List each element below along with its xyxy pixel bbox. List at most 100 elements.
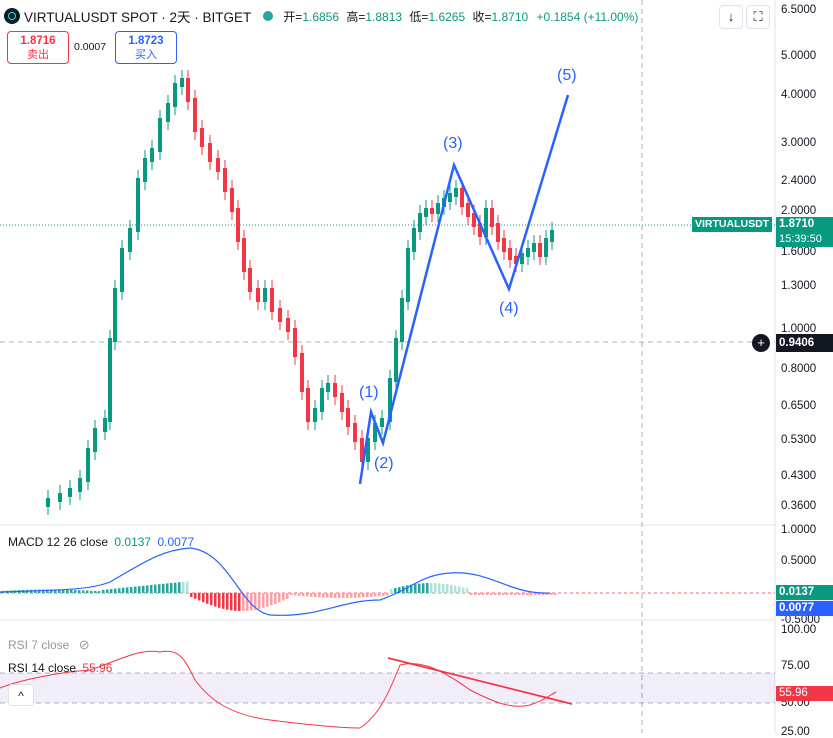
eye-hidden-icon[interactable]: ⊘ <box>78 637 90 652</box>
macd-histogram-bar <box>550 593 553 595</box>
macd-histogram-bar <box>326 593 329 598</box>
macd-histogram-bar <box>462 587 465 593</box>
rsi-tag: 55.96 <box>776 686 833 701</box>
macd-histogram-bar <box>210 593 213 606</box>
macd-histogram-bar <box>198 593 201 601</box>
macd-histogram-bar <box>494 593 497 595</box>
candle-body <box>320 388 324 412</box>
candle-body <box>373 423 377 442</box>
high-label: 高= <box>346 9 366 24</box>
add-alert-plus-icon[interactable]: + <box>752 334 770 352</box>
macd-histogram-bar <box>298 593 301 596</box>
price-axis-label: 0.5300 <box>781 434 817 446</box>
macd-histogram-bar <box>62 589 65 593</box>
macd-histogram-bar <box>242 593 245 611</box>
macd-histogram-bar <box>502 593 505 595</box>
arrow-down-icon[interactable]: ↓ <box>719 5 743 29</box>
macd-axis-label: 1.0000 <box>781 524 817 536</box>
macd-histogram-bar <box>226 593 229 610</box>
macd-line <box>0 547 551 616</box>
candle-body <box>388 378 392 422</box>
macd-histogram-bar <box>422 583 425 593</box>
macd-histogram-bar <box>410 584 413 593</box>
candle-body <box>520 253 524 264</box>
macd-histogram-bar <box>110 589 113 593</box>
price-axis[interactable]: 6.5000 5.0000 4.0000 3.0000 2.4000 2.000… <box>775 0 833 525</box>
rsi14-line <box>0 650 557 729</box>
macd-histogram-bar <box>474 593 477 595</box>
candle-body <box>86 448 90 482</box>
collapse-panes-chevron-up-icon[interactable]: ^ <box>8 684 34 706</box>
candle-body <box>150 148 154 162</box>
macd-histogram-bar <box>330 593 333 598</box>
macd-axis-label: 0.5000 <box>781 555 817 567</box>
wave-label-3: (3) <box>443 135 463 152</box>
rsi-axis[interactable]: 100.00 75.00 50.00 25.00 <box>775 620 833 738</box>
macd-histogram-bar <box>394 588 397 593</box>
macd-histogram-bar <box>58 589 61 593</box>
fullscreen-icon[interactable]: ⛶ <box>746 5 770 29</box>
price-axis-label: 2.0000 <box>781 205 817 217</box>
macd-histogram-bar <box>42 589 45 593</box>
rsi-divergence-trendline <box>387 657 573 705</box>
macd-histogram-bar <box>366 593 369 598</box>
ohlc-readout: 开=1.6856 高=1.8813 低=1.6265 收=1.8710 +0.1… <box>283 8 638 25</box>
candle-body <box>128 228 132 252</box>
macd-histogram-bar <box>318 593 321 598</box>
candle-body <box>380 418 384 427</box>
macd-histogram-bar <box>418 583 421 593</box>
symbol-title[interactable]: VIRTUALUSDT SPOT · 2天 · BITGET <box>24 10 252 25</box>
candle-body <box>300 353 304 392</box>
macd-histogram-bar <box>490 593 493 595</box>
candle-body <box>166 103 170 122</box>
buy-button[interactable]: 1.8723 买入 <box>115 31 177 64</box>
candle-body <box>158 118 162 152</box>
rsi7-legend[interactable]: RSI 7 close ⊘ <box>8 637 90 653</box>
macd-histogram-bar <box>338 593 341 598</box>
macd-histogram-bar <box>358 593 361 598</box>
macd-axis[interactable]: 1.0000 0.5000 -0.5000 <box>775 524 833 630</box>
macd-histogram-bar <box>114 588 117 593</box>
candle-body <box>68 488 72 497</box>
macd-histogram-bar <box>294 593 297 596</box>
macd-histogram-bar <box>194 593 197 599</box>
macd-histogram-bar <box>66 589 69 593</box>
price-axis-label: 5.0000 <box>781 50 817 62</box>
candle-body <box>136 178 140 232</box>
price-axis-label: 4.0000 <box>781 89 817 101</box>
macd-histogram-bar <box>370 593 373 597</box>
macd-histogram-bar <box>54 589 57 593</box>
candle-body <box>532 243 536 252</box>
buy-price: 1.8723 <box>128 35 164 47</box>
wave-label-4: (4) <box>499 300 519 317</box>
macd-histogram-bar <box>154 584 157 593</box>
macd-histogram-bar <box>398 587 401 593</box>
price-axis-label: 1.0000 <box>781 323 817 335</box>
macd-histogram-bar <box>222 593 225 609</box>
candle-body <box>270 288 274 312</box>
sell-button[interactable]: 1.8716 卖出 <box>7 31 69 64</box>
macd-histogram-bar <box>430 583 433 593</box>
candle-body <box>93 428 97 452</box>
macd-legend[interactable]: MACD 12 26 close 0.0137 0.0077 <box>8 535 194 549</box>
macd-histogram-bar <box>526 593 529 595</box>
macd-histogram-bar <box>230 593 233 611</box>
macd-histogram-bar <box>322 593 325 598</box>
macd-histogram-bar <box>186 581 189 593</box>
candle-body <box>286 318 290 332</box>
rsi14-legend[interactable]: RSI 14 close 55.96 <box>8 661 112 675</box>
candle-body <box>242 238 246 272</box>
candle-body <box>143 158 147 182</box>
rsi14-title: RSI 14 close <box>8 661 77 675</box>
macd-histogram-bar <box>446 584 449 593</box>
macd-histogram-bar <box>158 584 161 593</box>
macd-histogram-bar <box>206 593 209 604</box>
macd-histogram-bar <box>82 590 85 593</box>
candle-body <box>406 248 410 302</box>
candle-body <box>223 168 227 192</box>
macd-histogram-bar <box>382 593 385 596</box>
macd-histogram-bar <box>478 593 481 595</box>
macd-histogram-bar <box>238 593 241 611</box>
rsi14-value: 55.96 <box>82 661 113 675</box>
